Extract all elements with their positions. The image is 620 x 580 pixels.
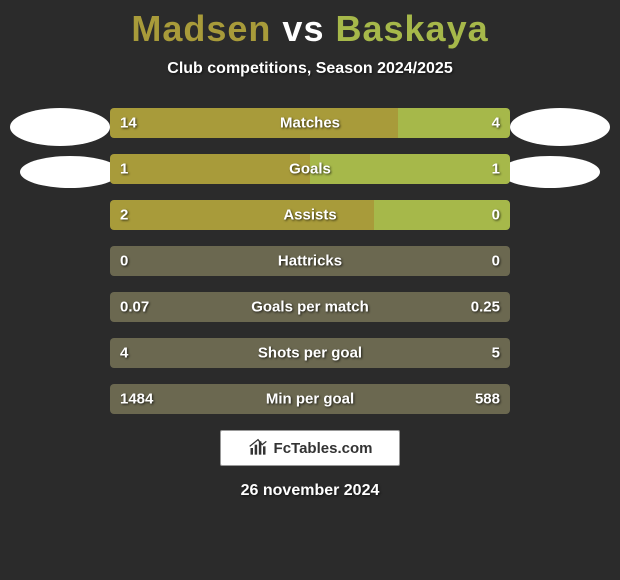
vs-text: vs [282, 8, 324, 49]
stat-left-value: 0 [120, 253, 128, 270]
stat-label: Assists [283, 207, 336, 224]
stat-left-value: 1484 [120, 391, 153, 408]
player2-name: Baskaya [335, 8, 488, 49]
stat-label: Goals per match [251, 299, 369, 316]
stat-row: 14 4 Matches [110, 108, 510, 138]
stat-left-value: 14 [120, 115, 137, 132]
player1-avatar-placeholder [10, 108, 110, 146]
player2-avatar-placeholder [510, 108, 610, 146]
stat-label: Matches [280, 115, 340, 132]
stat-left-value: 2 [120, 207, 128, 224]
stat-right-value: 0.25 [471, 299, 500, 316]
comparison-card: Madsen vs Baskaya Club competitions, Sea… [0, 0, 620, 580]
stat-right-value: 0 [492, 253, 500, 270]
footer-date: 26 november 2024 [0, 482, 620, 500]
stat-right-value: 5 [492, 345, 500, 362]
stat-label: Shots per goal [258, 345, 362, 362]
chart-area: 14 4 Matches 1 1 Goals 2 0 Assists 0 0 Hattricks 0.0… [0, 108, 620, 414]
chart-icon [248, 438, 268, 458]
branding-text: FcTables.com [274, 440, 373, 457]
stat-label: Hattricks [278, 253, 342, 270]
player1-team-placeholder [20, 156, 120, 188]
stat-label: Min per goal [266, 391, 354, 408]
stat-row: 4 5 Shots per goal [110, 338, 510, 368]
stat-right-value: 4 [492, 115, 500, 132]
player2-team-placeholder [500, 156, 600, 188]
stat-label: Goals [289, 161, 331, 178]
stat-bar-right [310, 154, 510, 184]
stat-right-value: 0 [492, 207, 500, 224]
stat-left-value: 4 [120, 345, 128, 362]
stat-row: 1 1 Goals [110, 154, 510, 184]
stat-right-value: 588 [475, 391, 500, 408]
stat-row: 0.07 0.25 Goals per match [110, 292, 510, 322]
stat-bars: 14 4 Matches 1 1 Goals 2 0 Assists 0 0 Hattricks 0.0… [110, 108, 510, 414]
page-title: Madsen vs Baskaya [0, 0, 620, 50]
stat-right-value: 1 [492, 161, 500, 178]
subtitle: Club competitions, Season 2024/2025 [0, 60, 620, 78]
stat-left-value: 0.07 [120, 299, 149, 316]
stat-row: 2 0 Assists [110, 200, 510, 230]
stat-row: 0 0 Hattricks [110, 246, 510, 276]
stat-row: 1484 588 Min per goal [110, 384, 510, 414]
stat-left-value: 1 [120, 161, 128, 178]
branding-badge[interactable]: FcTables.com [220, 430, 400, 466]
stat-bar-left [110, 108, 398, 138]
stat-bar-left [110, 154, 310, 184]
stat-bar-right [374, 200, 510, 230]
player1-name: Madsen [131, 8, 271, 49]
